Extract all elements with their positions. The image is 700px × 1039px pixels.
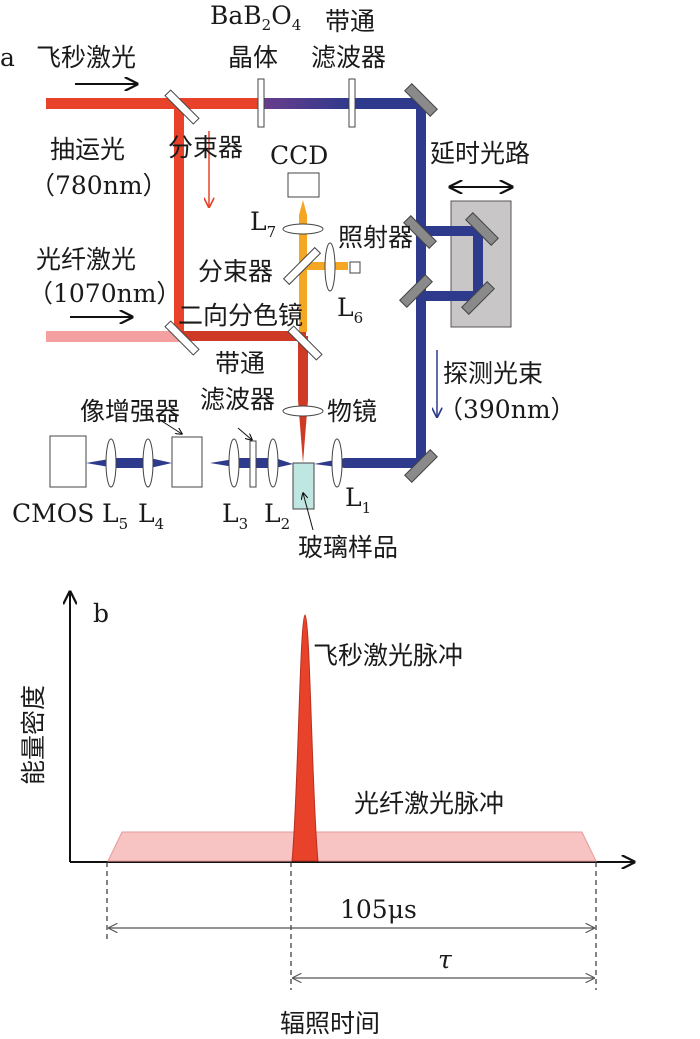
bandpass1-line2: 滤波器 — [311, 43, 386, 72]
illum-beam-vertical — [299, 215, 307, 332]
bbo-crystal — [257, 78, 265, 128]
combined-beam — [179, 331, 306, 341]
filter-pointer — [237, 427, 252, 440]
dichroic-mirror-2 — [287, 325, 323, 361]
bandpass1-line1: 带通 — [325, 7, 375, 36]
intensifier-pointer — [159, 419, 182, 434]
duration-label: 105μs — [340, 895, 417, 924]
mirror-6 — [404, 449, 438, 483]
fs-pulse-label: 飞秒激光脉冲 — [313, 641, 463, 670]
labels-a: a 飞秒激光 BaB2O4 晶体 带通 滤波器 抽运光 （780nm） 分束器 … — [0, 1, 576, 562]
L2-label: L2 — [264, 499, 290, 533]
bbo-crystal-label: 晶体 — [228, 43, 278, 72]
x-axis-label: 辐照时间 — [280, 1009, 380, 1038]
mirror-2 — [403, 215, 437, 249]
L7-label: L7 — [250, 207, 276, 241]
bandpass2-line1: 带通 — [215, 349, 265, 378]
bbo-label: BaB2O4 — [210, 1, 301, 34]
beam-splitter1-label: 分束器 — [168, 133, 243, 162]
panel-b-label: b — [93, 599, 109, 628]
bandpass-filter-2 — [249, 440, 257, 488]
cmos-label: CMOS — [12, 499, 94, 528]
lens-L1 — [331, 438, 343, 488]
objective-lens — [282, 405, 324, 417]
probe-bottom-beam — [314, 458, 421, 468]
lens-L4 — [142, 438, 154, 488]
shg-beam — [262, 98, 352, 109]
probe-label-1: 探测光束 — [443, 359, 543, 388]
illuminator-label: 照射器 — [338, 223, 413, 252]
bandpass-filter-1 — [348, 78, 356, 128]
beam-splitter-1 — [164, 89, 200, 125]
y-axis-label: 能量密度 — [19, 685, 48, 785]
panel-a-label: a — [0, 43, 15, 72]
L3-label: L3 — [222, 499, 248, 533]
mirror-1 — [404, 83, 438, 117]
fs-laser-label: 飞秒激光 — [36, 43, 136, 72]
pump-beam-top — [46, 98, 262, 109]
tau-label: τ — [438, 945, 453, 974]
dichroic-mirror-1 — [164, 320, 200, 356]
illuminator-box — [349, 261, 361, 274]
combined-beam-down — [298, 336, 308, 463]
delay-line-label: 延时光路 — [430, 139, 530, 168]
beam-splitter-2 — [282, 246, 322, 286]
optics — [49, 78, 499, 510]
bandpass2-line2: 滤波器 — [200, 385, 275, 414]
image-intensifier-box — [171, 436, 203, 488]
pump-beam-vertical — [174, 104, 184, 340]
L6-label: L6 — [337, 293, 363, 327]
delay-beam — [421, 226, 483, 301]
probe-beam-l4 — [86, 458, 172, 468]
illum-cone-ccd — [299, 200, 307, 215]
lens-L7 — [282, 223, 324, 235]
objective-label: 物镜 — [327, 397, 377, 426]
lens-L3 — [228, 438, 240, 488]
fs-pulse-shape — [291, 614, 319, 862]
ccd-box — [287, 172, 320, 198]
mirror-3 — [399, 274, 433, 308]
panel-b: b 能量密度 飞秒激光脉冲 光纤激光脉冲 105μs τ 辐照时间 — [19, 592, 634, 1038]
fiber-laser-label-1: 光纤激光 — [36, 245, 136, 274]
beam-splitter2-label: 分束器 — [198, 257, 273, 286]
mirror-5 — [461, 281, 495, 315]
probe-label-2: （390nm） — [438, 395, 576, 424]
fiber-pulse-label: 光纤激光脉冲 — [354, 789, 504, 818]
dichroic-label: 二向分色镜 — [178, 301, 303, 330]
glass-sample-box — [292, 462, 315, 510]
lens-L6 — [324, 242, 336, 292]
pump-label-1: 抽运光 — [50, 135, 125, 164]
L5-label: L5 — [102, 499, 128, 533]
fiber-beam — [46, 331, 182, 342]
L1-label: L1 — [345, 483, 371, 517]
lens-L5 — [105, 438, 117, 488]
glass-sample-label: 玻璃样品 — [298, 533, 398, 562]
fiber-laser-label-2: （1070nm） — [28, 279, 181, 308]
arrows-a — [70, 84, 512, 531]
probe-beam-top — [352, 98, 426, 109]
L4-label: L4 — [138, 499, 164, 533]
mirror-4 — [465, 212, 499, 246]
lens-L2 — [267, 438, 279, 488]
sample-pointer — [303, 493, 314, 531]
fiber-pulse-shape — [107, 831, 597, 862]
pump-label-2: （780nm） — [30, 171, 168, 200]
intensifier-label: 像增强器 — [80, 397, 180, 426]
cmos-box — [49, 435, 87, 488]
ccd-label: CCD — [270, 141, 328, 170]
